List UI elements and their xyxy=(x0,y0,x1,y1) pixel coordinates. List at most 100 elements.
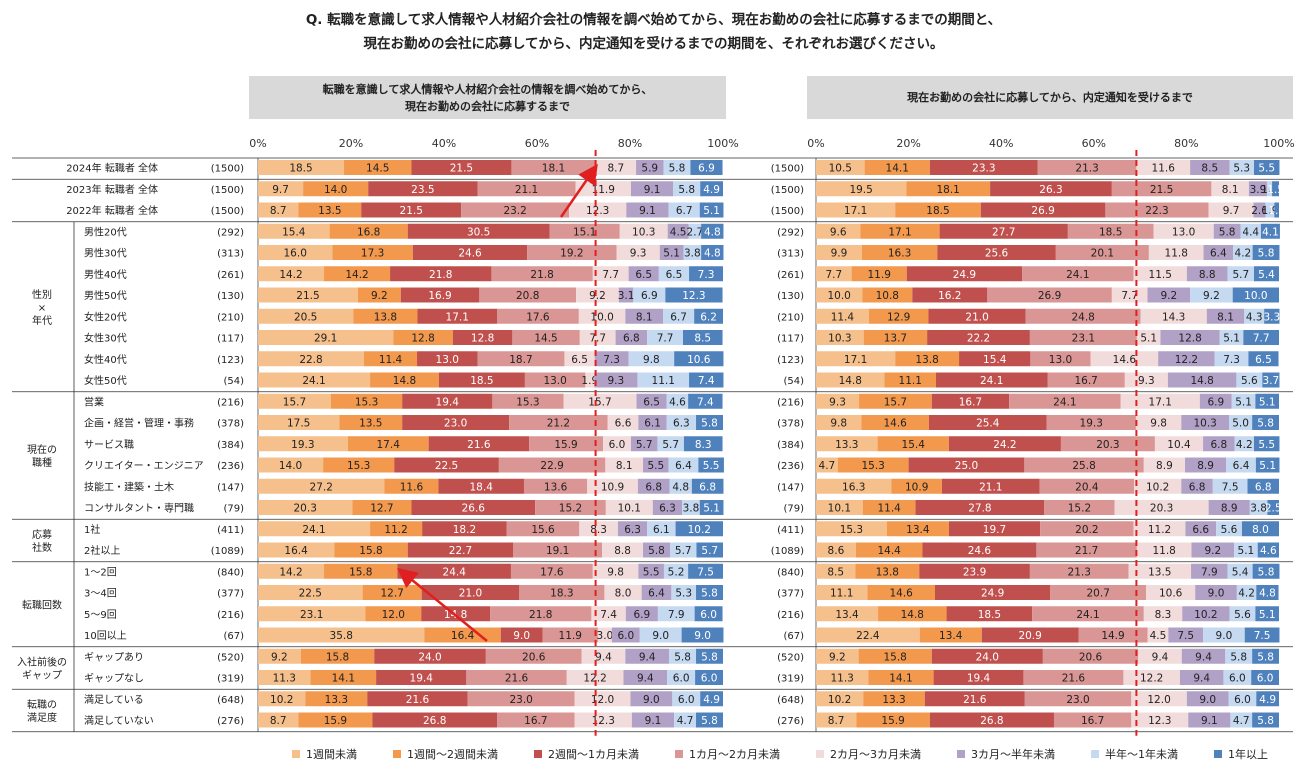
legend-swatch xyxy=(816,750,824,758)
left-bar-segment xyxy=(511,160,596,175)
left-bar-segment xyxy=(361,202,462,218)
left-bar-segment xyxy=(490,606,592,622)
left-bar-segment xyxy=(527,245,617,260)
row-label: 満足していない xyxy=(84,715,154,727)
right-bar-segment xyxy=(1253,160,1280,175)
right-bar-segment xyxy=(884,372,936,388)
right-bar-segment xyxy=(906,266,1023,282)
right-value-label: 22.4 xyxy=(856,630,880,642)
left-value-label: 4.7 xyxy=(677,715,694,727)
left-bar-segment xyxy=(529,436,604,452)
left-value-label: 16.0 xyxy=(284,248,307,260)
right-bar-segment xyxy=(868,308,929,324)
left-value-label: 17.1 xyxy=(446,311,469,323)
left-bar-segment xyxy=(372,712,498,728)
right-value-label: 23.1 xyxy=(1072,333,1095,345)
left-value-label: 5.8 xyxy=(648,545,665,557)
right-value-label: 9.2 xyxy=(1160,290,1177,302)
right-bar-segment xyxy=(1146,585,1196,600)
left-bar-segment xyxy=(628,351,675,367)
left-bar-segment xyxy=(365,606,422,622)
left-value-label: 10.6 xyxy=(687,354,711,366)
left-bar-segment xyxy=(585,372,595,388)
legend-swatch xyxy=(957,750,965,758)
right-value-label: 11.1 xyxy=(899,375,922,387)
right-value-label: 19.7 xyxy=(983,524,1006,536)
left-bar-segment xyxy=(688,223,702,239)
group-label: 入社前後の xyxy=(17,656,67,669)
left-value-label: 3.8 xyxy=(683,503,700,515)
left-bar-segment xyxy=(658,266,690,282)
left-value-label: 21.6 xyxy=(406,694,430,706)
right-bar-segment xyxy=(939,223,1068,239)
right-bar-segment xyxy=(1234,542,1258,558)
right-value-label: 12.3 xyxy=(1148,715,1171,727)
right-bar-segment xyxy=(1208,202,1254,218)
left-value-label: 19.4 xyxy=(436,396,460,408)
legend-item: 2週間～1カ月未満 xyxy=(534,746,639,762)
left-bar-segment xyxy=(699,500,724,515)
right-value-label: 5.1 xyxy=(1259,460,1276,472)
right-value-label: 5.6 xyxy=(1221,524,1238,536)
right-bar-segment xyxy=(1249,500,1268,515)
row-n-right: (261) xyxy=(777,270,804,281)
left-bar-segment xyxy=(258,436,348,452)
left-bar-segment xyxy=(512,330,580,345)
left-value-label: 15.3 xyxy=(516,396,539,408)
left-value-label: 6.8 xyxy=(645,481,662,493)
left-bar-segment xyxy=(258,181,304,197)
left-bar-segment xyxy=(674,351,724,367)
left-value-label: 3.1 xyxy=(618,290,635,302)
right-value-label: 10.9 xyxy=(905,481,928,493)
left-value-label: 13.0 xyxy=(436,354,459,366)
right-value-label: 5.7 xyxy=(1232,269,1249,281)
left-value-label: 9.4 xyxy=(637,673,654,685)
left-value-label: 1.9 xyxy=(581,375,598,387)
left-value-label: 27.2 xyxy=(310,481,333,493)
right-value-label: 16.7 xyxy=(1074,375,1097,387)
right-value-label: 20.6 xyxy=(1079,651,1103,663)
row-n-right: (648) xyxy=(777,695,804,706)
left-value-label: 15.8 xyxy=(326,651,349,663)
left-value-label: 9.2 xyxy=(589,290,606,302)
left-bar-segment xyxy=(353,308,418,324)
left-bar-segment xyxy=(691,478,724,494)
right-bar-segment xyxy=(816,415,862,430)
right-bar-segment xyxy=(941,478,1040,494)
right-bar-segment xyxy=(919,563,1030,579)
right-bar-segment xyxy=(858,648,932,664)
right-bar-segment xyxy=(1216,521,1242,537)
legend-label: 半年～1年未満 xyxy=(1105,748,1178,761)
right-value-label: 12.0 xyxy=(1147,694,1170,706)
right-value-label: 12.2 xyxy=(1140,673,1163,685)
left-bar-segment xyxy=(523,478,588,494)
left-value-label: 13.0 xyxy=(543,375,566,387)
left-value-label: 13.6 xyxy=(544,481,568,493)
right-bar-segment xyxy=(980,202,1106,218)
left-value-label: 17.4 xyxy=(377,439,401,451)
right-bar-segment xyxy=(1248,181,1267,197)
left-bar-segment xyxy=(701,223,724,239)
right-value-label: 13.8 xyxy=(915,354,938,366)
right-bar-segment xyxy=(816,245,862,260)
left-bar-segment xyxy=(402,415,510,430)
right-bar-segment xyxy=(1030,351,1091,367)
right-bar-segment xyxy=(837,457,909,473)
group-label: 職種 xyxy=(32,456,52,469)
left-value-label: 10.0 xyxy=(590,311,613,323)
right-value-label: 8.9 xyxy=(1156,460,1173,472)
left-value-label: 6.0 xyxy=(701,673,718,685)
right-value-label: 18.5 xyxy=(978,609,1001,621)
left-value-label: 12.7 xyxy=(370,503,393,515)
red-arrow-left-icon xyxy=(397,567,488,642)
right-value-label: 9.4 xyxy=(1152,651,1169,663)
right-bar-segment xyxy=(877,436,949,452)
left-value-label: 15.9 xyxy=(324,715,347,727)
left-value-label: 5.7 xyxy=(701,545,718,557)
row-label: ギャップあり xyxy=(84,651,144,663)
right-bar-segment xyxy=(1252,415,1279,430)
right-bar-segment xyxy=(1234,436,1254,452)
left-value-label: 20.3 xyxy=(294,503,317,515)
left-value-label: 6.9 xyxy=(641,290,658,302)
left-value-label: 9.1 xyxy=(644,184,661,196)
